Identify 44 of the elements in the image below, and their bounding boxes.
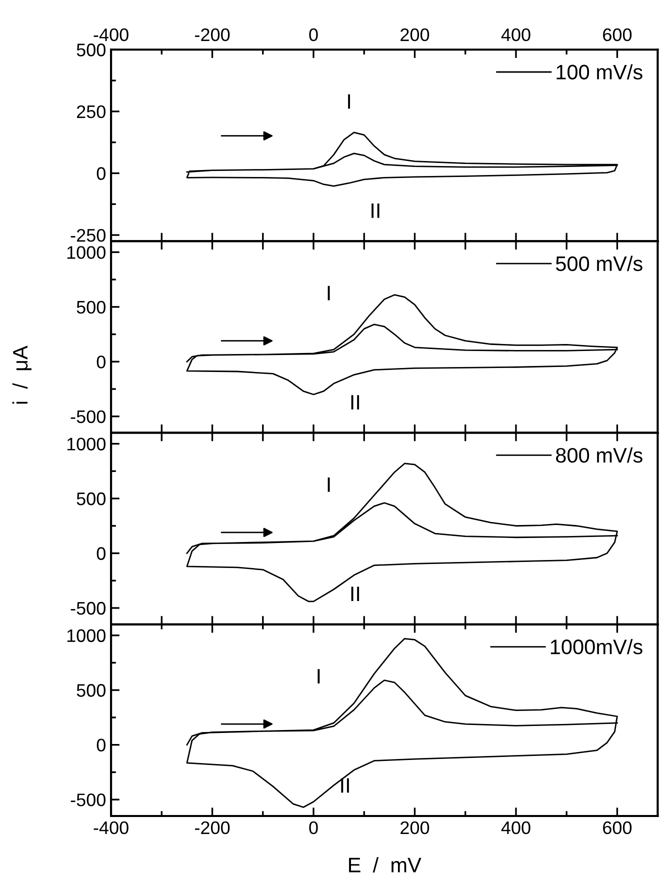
annotation: I xyxy=(328,478,330,492)
annotation: II xyxy=(372,204,380,218)
x-tick-label: 200 xyxy=(400,821,430,834)
x-axis-title: E / mV xyxy=(349,857,422,872)
y-tick-label: 1000 xyxy=(67,438,106,450)
x-tick-label: -400 xyxy=(94,821,128,834)
x2-tick-label: 0 xyxy=(309,28,318,42)
y-tick-label: -500 xyxy=(70,794,106,806)
y-tick-label: 1000 xyxy=(67,629,106,642)
y-tick-label: 500 xyxy=(76,300,106,314)
y-tick-label: 1000 xyxy=(67,246,106,259)
line-series xyxy=(186,462,618,602)
annotation: II xyxy=(351,586,360,602)
annotation: I xyxy=(348,94,350,109)
y-tick-label: 0 xyxy=(96,547,106,560)
y-tick-label: 500 xyxy=(76,44,106,56)
x-tick-label: 0 xyxy=(309,821,318,834)
x2-tick-label: 400 xyxy=(501,28,530,42)
legend-label: 1000mV/s xyxy=(550,638,642,654)
y-tick-label: 0 xyxy=(96,167,106,180)
y-tick-label: 500 xyxy=(76,684,106,697)
x-tick-label: 600 xyxy=(603,821,632,834)
y-tick-label: 0 xyxy=(96,356,106,368)
y-tick-label: 500 xyxy=(76,492,106,506)
x-tick-label: -200 xyxy=(195,821,230,834)
y-axis-title: i / μA xyxy=(12,346,32,404)
y-tick-label: -500 xyxy=(70,602,106,615)
line-series xyxy=(186,132,618,187)
legend-label: 800 mV/s xyxy=(556,447,642,463)
x2-tick-label: -400 xyxy=(94,28,128,42)
y-tick-label: -250 xyxy=(70,228,106,242)
annotation: I xyxy=(328,286,330,300)
annotation: II xyxy=(341,778,349,793)
x2-tick-label: -200 xyxy=(195,28,230,42)
x2-tick-label: 200 xyxy=(400,28,430,42)
legend-label: 500 mV/s xyxy=(556,256,642,272)
y-tick-label: 0 xyxy=(96,738,106,752)
x-tick-label: 400 xyxy=(501,821,530,834)
annotation: II xyxy=(351,395,360,410)
y-tick-label: 250 xyxy=(76,105,106,118)
annotation: I xyxy=(318,669,320,684)
legend-label: 100 mV/s xyxy=(556,64,642,80)
x2-tick-label: 600 xyxy=(603,28,632,42)
y-tick-label: -500 xyxy=(70,410,106,424)
